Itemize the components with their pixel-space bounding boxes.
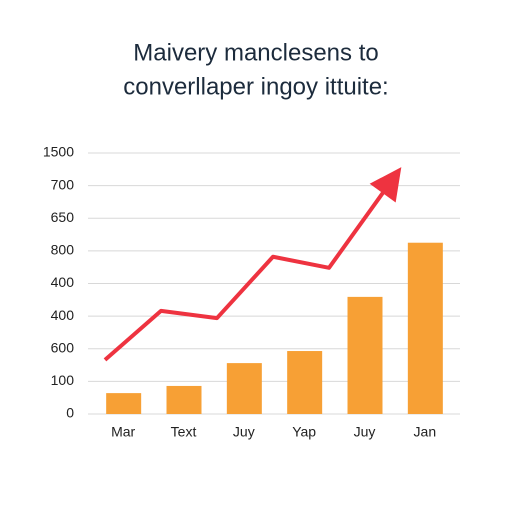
- y-tick-label: 100: [51, 372, 75, 388]
- y-tick-label: 0: [66, 405, 74, 421]
- bar: [166, 385, 202, 414]
- chart-title: converllaper ingoy ittuite:: [123, 73, 388, 100]
- y-tick-label: 1500: [43, 144, 74, 160]
- y-tick-label: 650: [51, 209, 75, 225]
- arrow-head: [369, 167, 402, 203]
- bar: [226, 363, 262, 414]
- bar: [407, 242, 443, 414]
- x-tick-label: Juy: [233, 424, 255, 440]
- x-tick-label: Juy: [354, 424, 376, 440]
- y-tick-label: 800: [51, 242, 75, 258]
- y-tick-label: 600: [51, 339, 75, 355]
- bar: [347, 296, 383, 414]
- trend-line: [103, 188, 387, 362]
- x-tick-label: Text: [171, 424, 197, 440]
- y-tick-label: 400: [51, 307, 75, 323]
- bar: [287, 351, 323, 414]
- chart-title: Maivery manclesens to: [133, 39, 378, 66]
- x-tick-label: Yap: [292, 424, 316, 440]
- y-tick-label: 700: [51, 176, 75, 192]
- bar: [106, 393, 142, 414]
- y-tick-label: 400: [51, 274, 75, 290]
- x-tick-label: Jan: [414, 424, 437, 440]
- x-tick-label: Mar: [111, 424, 135, 440]
